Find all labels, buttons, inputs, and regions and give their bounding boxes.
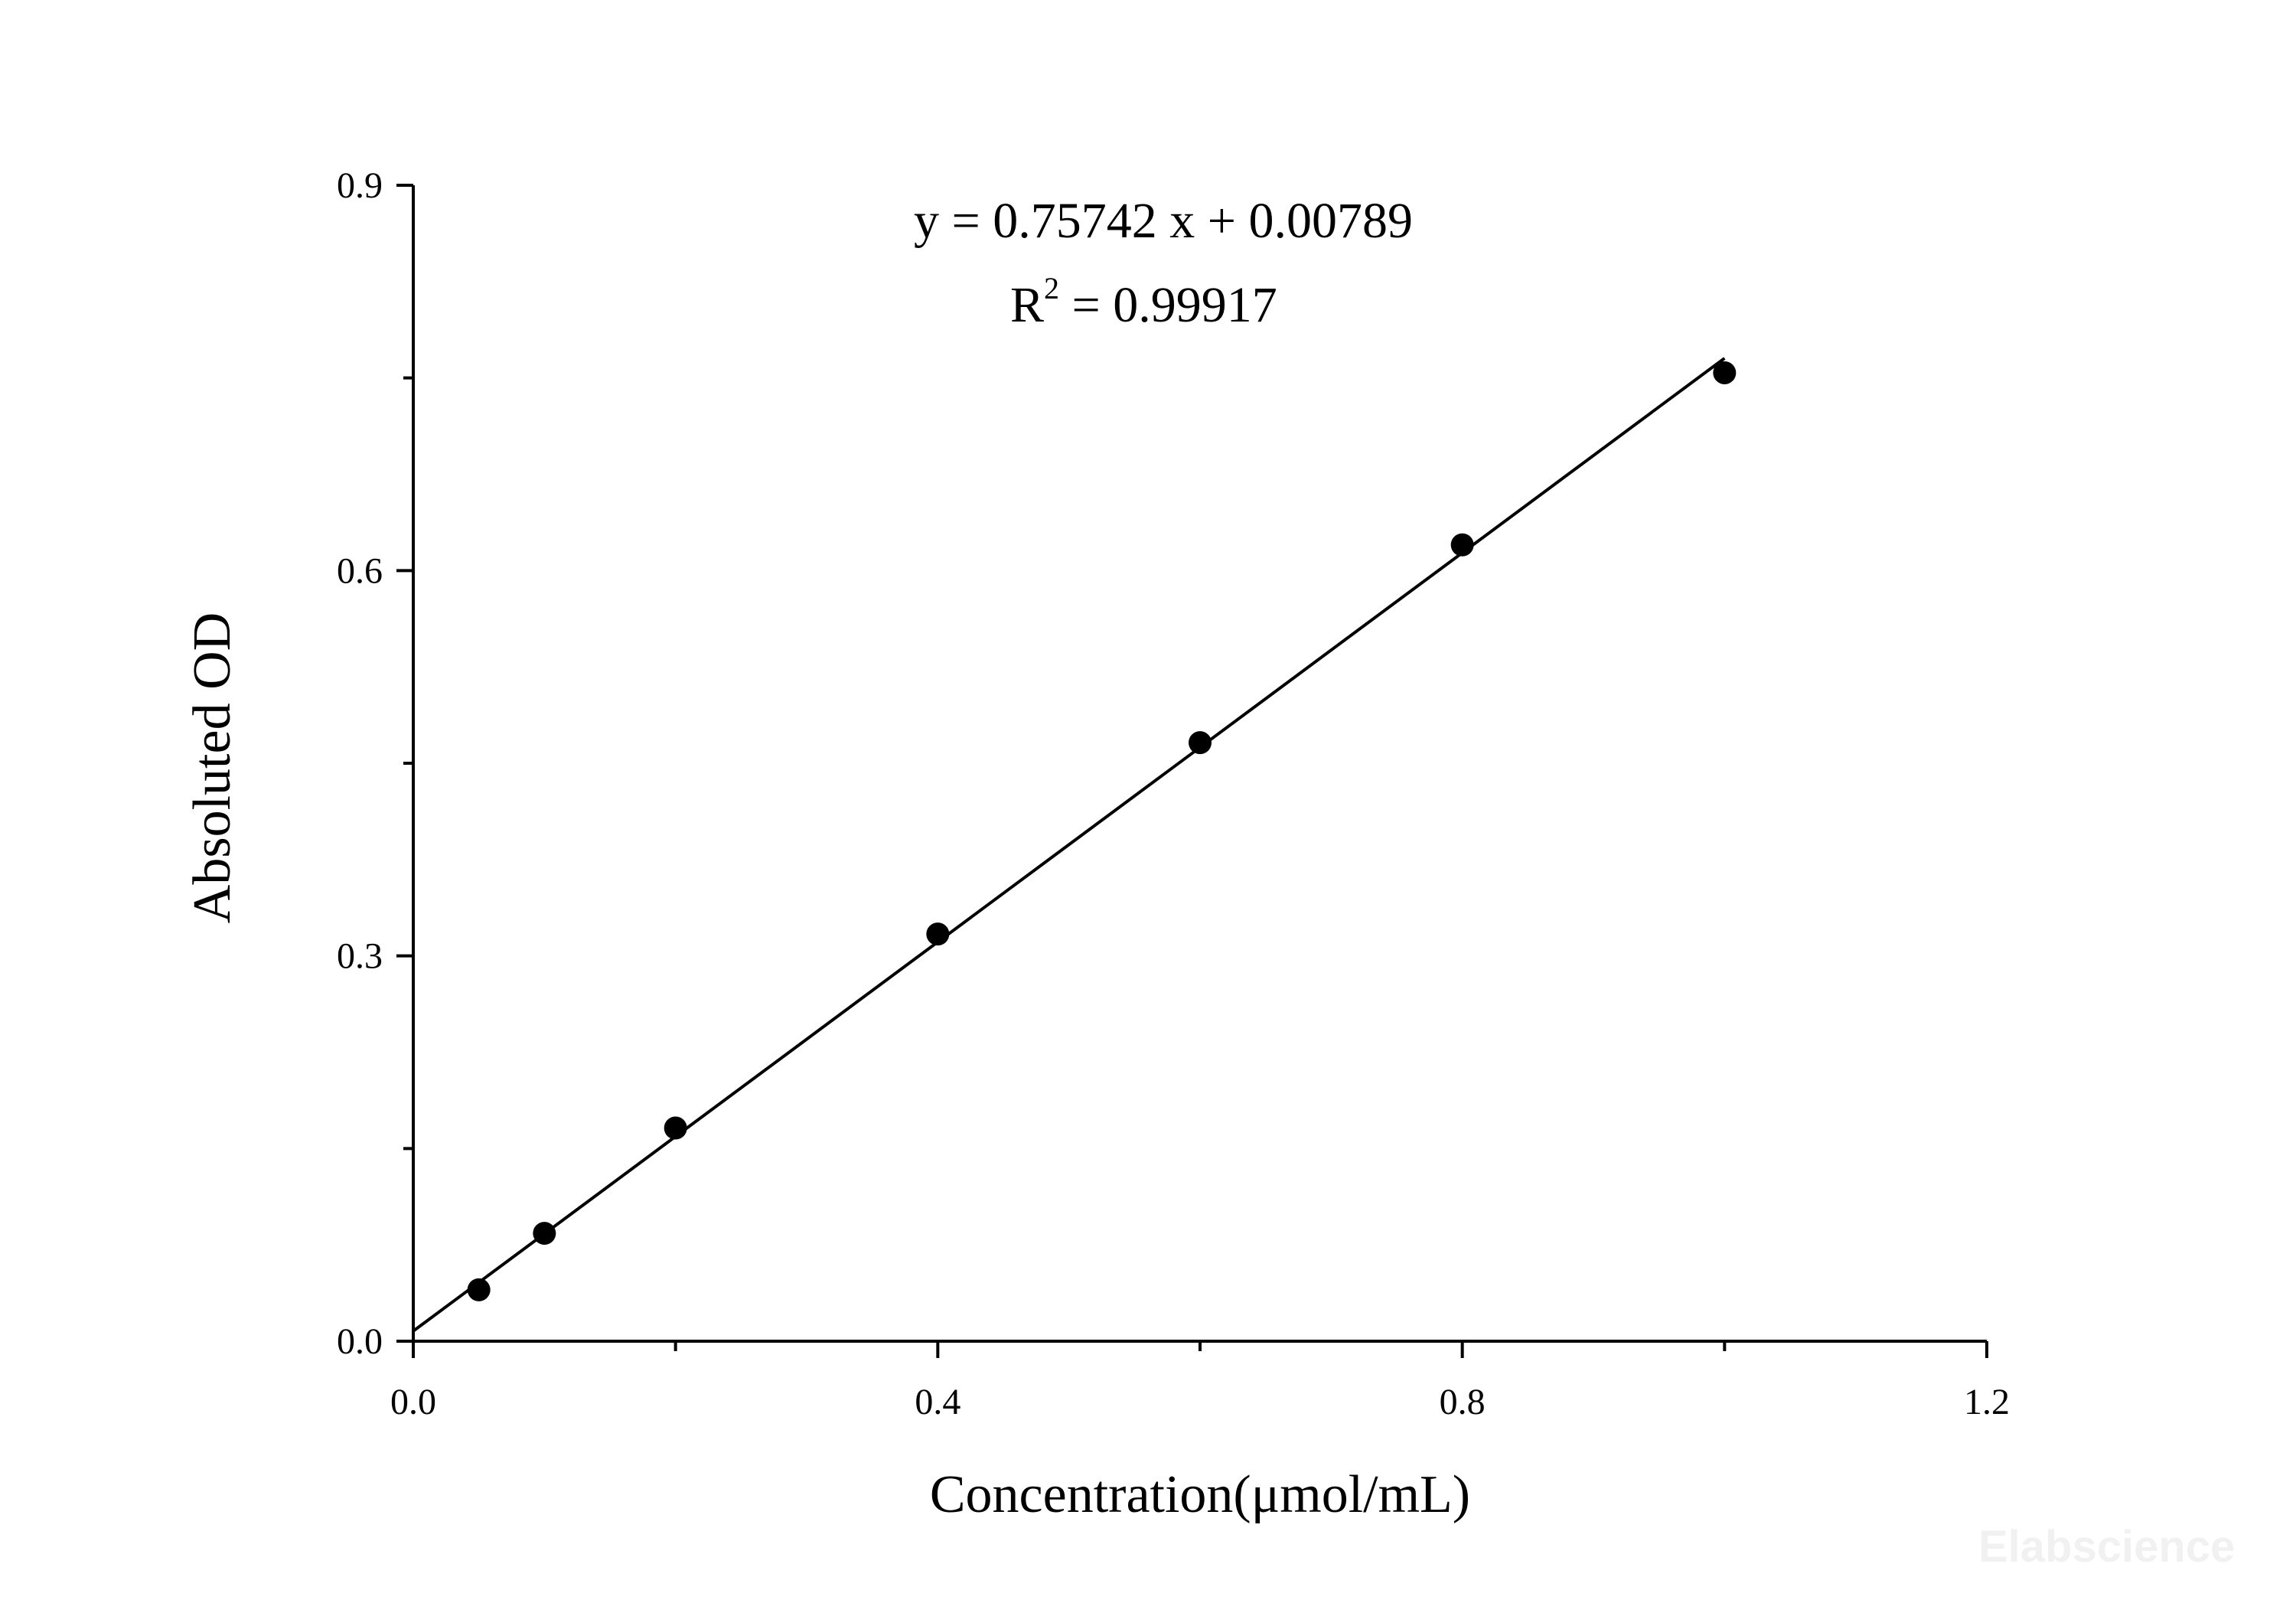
data-points (467, 361, 1737, 1301)
x-tick-label: 0.0 (390, 1382, 436, 1422)
data-point (533, 1222, 556, 1246)
x-tick-label: 0.8 (1440, 1382, 1486, 1422)
fit-equation: y = 0.75742 x + 0.00789 (914, 193, 1413, 249)
y-tick-label: 0.3 (337, 936, 383, 977)
r-squared-value: = 0.99917 (1059, 277, 1277, 333)
data-point (1450, 533, 1474, 557)
r-squared-label: R (1010, 277, 1044, 333)
axis-ticks (396, 184, 1988, 1358)
y-tick-label: 0.9 (337, 165, 383, 206)
tick-labels: 0.0 0.4 0.8 1.2 0.0 0.3 0.6 0.9 (337, 165, 2010, 1422)
data-point (467, 1278, 491, 1301)
data-point (926, 922, 950, 946)
y-tick-label: 0.6 (337, 550, 383, 591)
r-squared: R2 = 0.99917 (1010, 271, 1277, 333)
x-axis-title: Concentration(μmol/mL) (930, 1465, 1470, 1524)
x-tick-label: 1.2 (1964, 1382, 2010, 1422)
watermark-logo: Elabscience (1978, 1522, 2235, 1572)
data-point (1189, 731, 1212, 755)
data-point (664, 1116, 687, 1140)
fit-line (412, 357, 1726, 1333)
r-squared-exponent: 2 (1044, 271, 1059, 305)
y-tick-label: 0.0 (337, 1321, 383, 1362)
y-axis-title: Absoluted OD (183, 612, 242, 923)
data-point (1713, 361, 1737, 384)
x-tick-label: 0.4 (915, 1382, 960, 1422)
